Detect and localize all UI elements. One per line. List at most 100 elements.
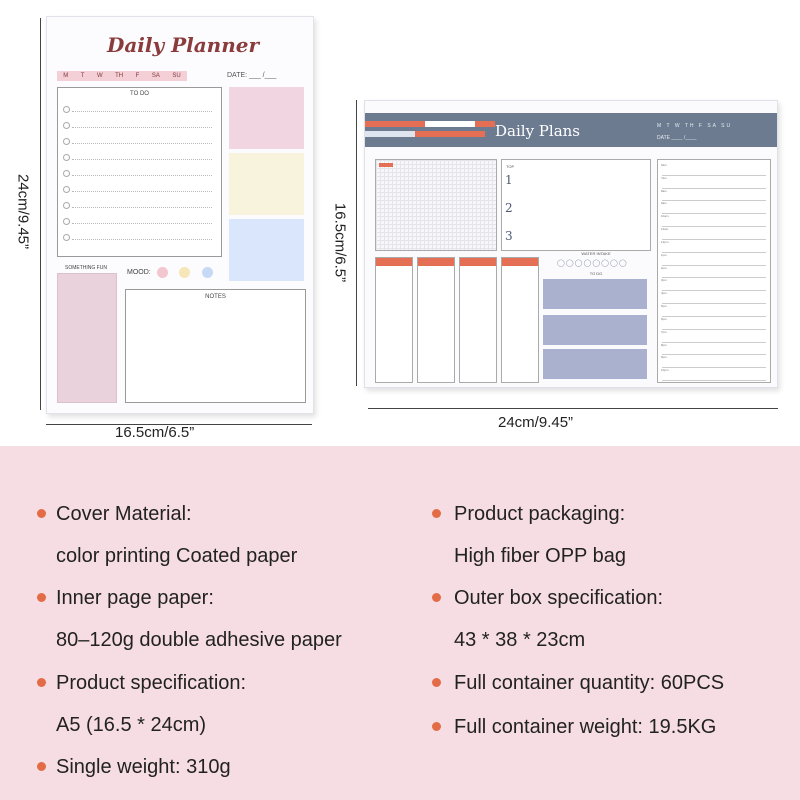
bullet-icon bbox=[37, 762, 46, 771]
spec-value: 80–120g double adhesive paper bbox=[56, 629, 342, 651]
spec-value: color printing Coated paper bbox=[56, 545, 298, 567]
header-stripe-white bbox=[365, 131, 415, 137]
todo-line bbox=[72, 127, 212, 128]
schedule-line bbox=[662, 290, 766, 292]
todo-line bbox=[72, 111, 212, 112]
pink-note-block bbox=[229, 87, 304, 149]
todo-line bbox=[72, 175, 212, 176]
meal-column-dinner: Dinner bbox=[459, 257, 497, 383]
weekday: TH bbox=[115, 73, 124, 79]
schedule-line bbox=[662, 380, 766, 381]
schedule-time-label: 10am bbox=[661, 214, 669, 219]
schedule-line bbox=[662, 341, 766, 343]
daily-plans-landscape: Daily Plans M T W TH F SA SU DATE ____ /… bbox=[364, 100, 778, 388]
weekday: W bbox=[96, 73, 103, 79]
todo-block bbox=[543, 315, 647, 345]
portrait-width-label: 16.5cm/6.5” bbox=[115, 424, 195, 441]
top-three-box: TOP bbox=[501, 159, 651, 251]
checkbox-circle bbox=[63, 154, 70, 161]
something-fun-label: SOMETHING FUN bbox=[65, 265, 107, 271]
schedule-line bbox=[662, 367, 766, 369]
schedule-time-label: 9pm bbox=[661, 355, 667, 360]
schedule-time-label: 8pm bbox=[661, 342, 667, 347]
weekdays: M T W TH F SA SU bbox=[657, 123, 733, 129]
date-label: DATE: ___ /___ bbox=[227, 72, 277, 79]
schedule-line bbox=[662, 174, 766, 176]
planner-title: Daily Planner bbox=[107, 33, 260, 57]
header-stripe-orange bbox=[475, 121, 495, 127]
schedule-line bbox=[662, 277, 766, 279]
spec-value: High fiber OPP bag bbox=[454, 545, 626, 567]
schedule-line bbox=[662, 264, 766, 266]
todo-box: TO DO bbox=[57, 87, 222, 257]
schedule-line bbox=[662, 187, 766, 189]
meal-header: Dinner bbox=[460, 258, 496, 272]
schedule-line bbox=[662, 315, 766, 317]
bullet-icon bbox=[37, 509, 46, 518]
checkbox-circle bbox=[63, 138, 70, 145]
todo-block bbox=[543, 349, 647, 379]
schedule-time-label: 6pm bbox=[661, 316, 667, 321]
portrait-height-label: 24cm/9.45” bbox=[14, 173, 32, 250]
schedule-line bbox=[662, 251, 766, 253]
schedule-time-label: 7am bbox=[661, 175, 667, 180]
schedule-line bbox=[662, 226, 766, 228]
checkbox-circle bbox=[63, 234, 70, 241]
portrait-height-line bbox=[40, 18, 41, 410]
schedule-time-label: 1pm bbox=[661, 252, 667, 257]
header-band bbox=[365, 113, 777, 147]
something-fun-box bbox=[57, 273, 117, 403]
top-number: 2 bbox=[505, 201, 513, 215]
spec-value: A5 (16.5 * 24cm) bbox=[56, 714, 207, 736]
spec-label: Full container quantity: 60PCS bbox=[454, 672, 725, 694]
schedule-time-label: 12pm bbox=[661, 239, 669, 244]
schedule-time-label: 11am bbox=[661, 227, 669, 232]
schedule-time-label: 3pm bbox=[661, 278, 667, 283]
grid-area bbox=[375, 159, 497, 251]
water-intake-label: WATER INTAKE bbox=[581, 251, 611, 256]
spec-label: Outer box specification: bbox=[454, 587, 663, 609]
header-stripe-white bbox=[425, 121, 475, 127]
weekday: M bbox=[63, 73, 69, 79]
bullet-icon bbox=[432, 722, 441, 731]
weekday: SA bbox=[151, 73, 160, 79]
spec-label: Inner page paper: bbox=[56, 587, 214, 609]
meal-column-lunch: Lunch bbox=[417, 257, 455, 383]
weekday-bar: M T W TH F SA SU bbox=[57, 71, 187, 81]
mood-label: MOOD: bbox=[127, 269, 151, 276]
schedule-line bbox=[662, 303, 766, 305]
bullet-icon bbox=[432, 509, 441, 518]
todo-label: TO DO bbox=[589, 271, 603, 276]
schedule-line bbox=[662, 213, 766, 215]
todo-block bbox=[543, 279, 647, 309]
meal-header: Snack bbox=[502, 258, 538, 272]
schedule-line bbox=[662, 328, 766, 330]
schedule-time-label: 8am bbox=[661, 188, 667, 193]
landscape-height-label: 16.5cm/6.5” bbox=[331, 202, 349, 283]
bullet-icon bbox=[432, 678, 441, 687]
neutral-face-icon bbox=[179, 267, 190, 278]
bullet-icon bbox=[37, 593, 46, 602]
meal-column-snack: Snack bbox=[501, 257, 539, 383]
bullet-icon bbox=[37, 678, 46, 687]
spec-label: Full container weight: 19.5KG bbox=[454, 716, 717, 738]
meal-header: Breakfast bbox=[376, 258, 412, 272]
checkbox-circle bbox=[63, 202, 70, 209]
checkbox-circle bbox=[63, 170, 70, 177]
todo-line bbox=[72, 143, 212, 144]
checkbox-circle bbox=[63, 122, 70, 129]
hourly-schedule: 6am 7am 8am 9am 10am 11am 12pm 1pm 2pm 3pm 4pm 5pm 6… bbox=[657, 159, 771, 383]
plans-title: Daily Plans bbox=[495, 122, 580, 140]
happy-face-icon bbox=[157, 267, 168, 278]
todo-line bbox=[72, 191, 212, 192]
todo-line bbox=[72, 159, 212, 160]
header-stripe-orange bbox=[365, 121, 425, 127]
top-number: 1 bbox=[505, 173, 513, 187]
schedule-time-label: 10pm bbox=[661, 368, 669, 373]
schedule-time-label: 6am bbox=[661, 163, 667, 167]
weekday: T bbox=[80, 73, 85, 79]
daily-planner-portrait: Daily Planner M T W TH F SA SU DATE: ___… bbox=[46, 16, 314, 414]
schedule-time-label: 4pm bbox=[661, 291, 667, 296]
landscape-width-label: 24cm/9.45” bbox=[498, 414, 574, 431]
spec-label: Product specification: bbox=[56, 672, 247, 694]
